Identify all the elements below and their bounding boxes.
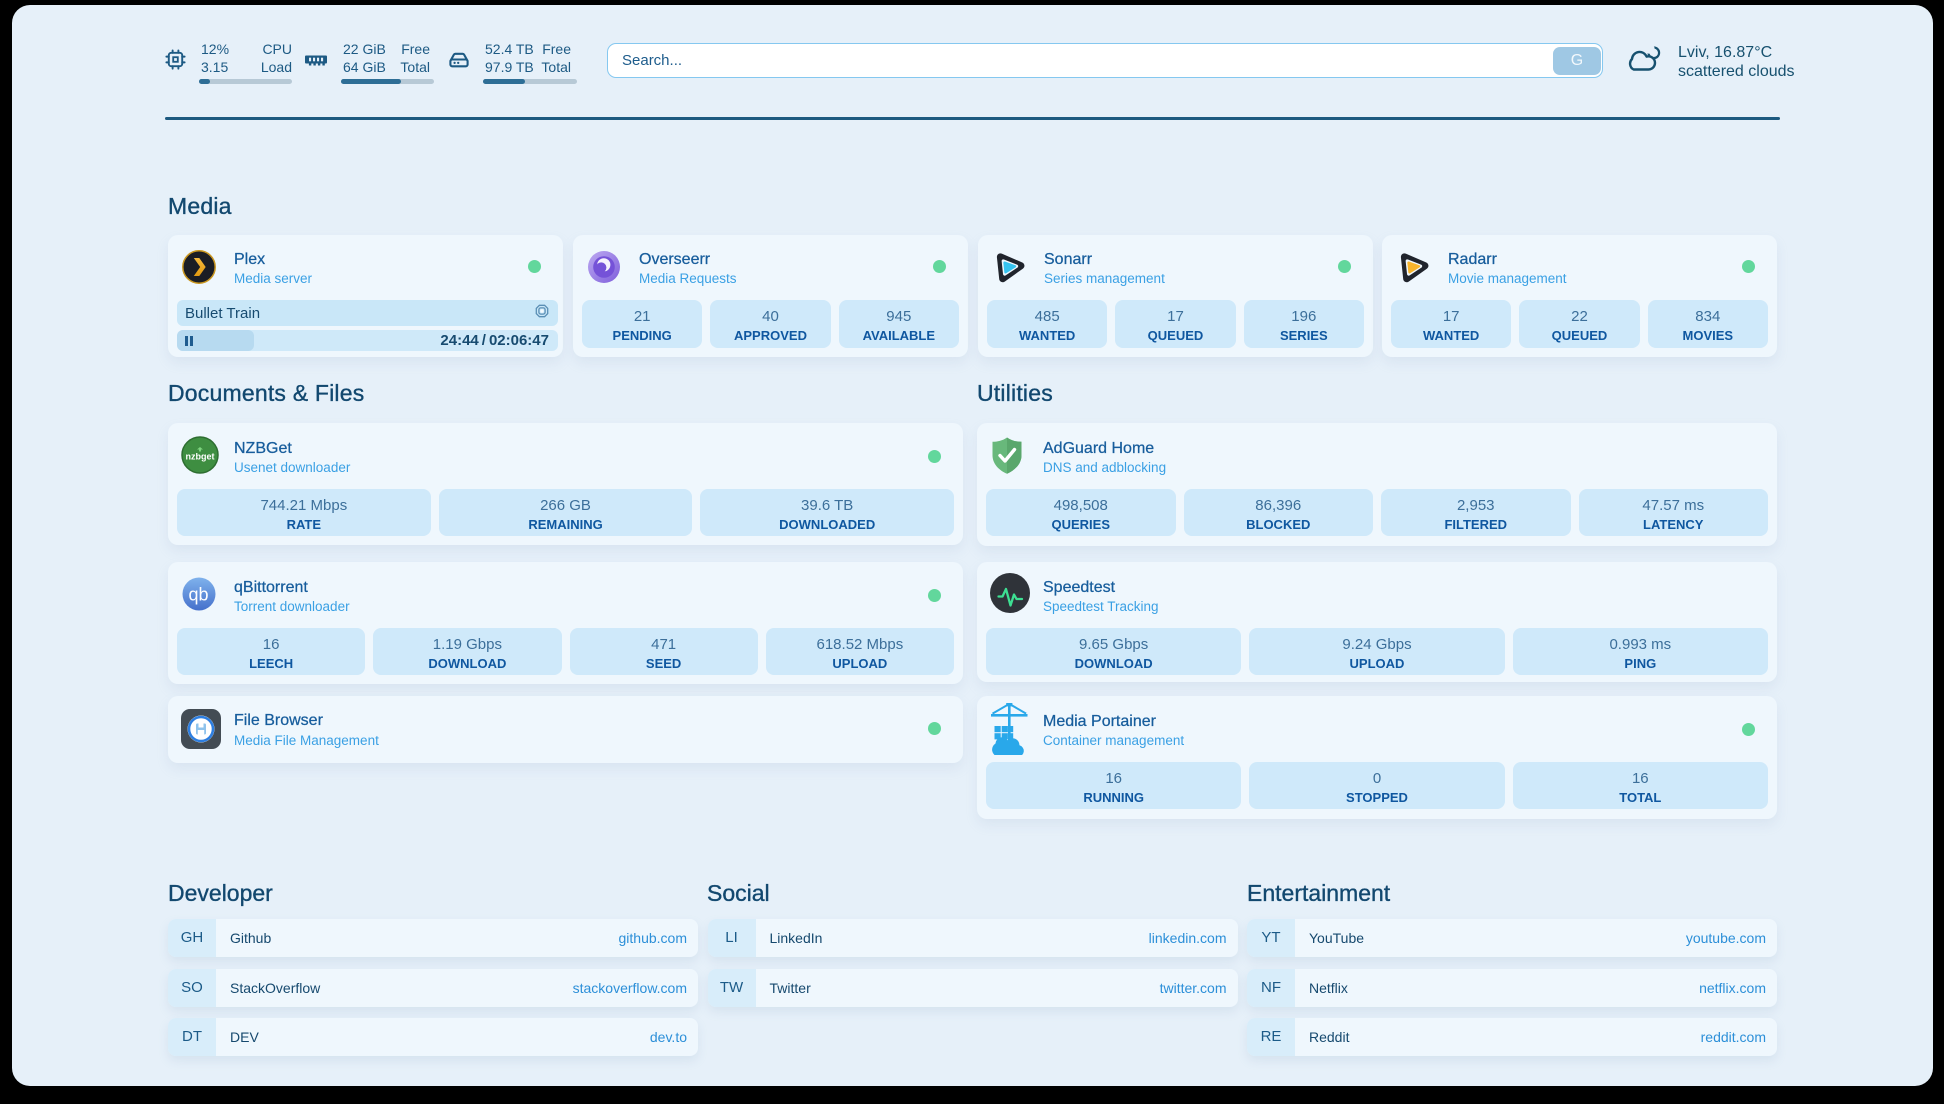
svg-text:nzbget: nzbget <box>186 452 215 462</box>
svg-text:qb: qb <box>188 585 208 605</box>
